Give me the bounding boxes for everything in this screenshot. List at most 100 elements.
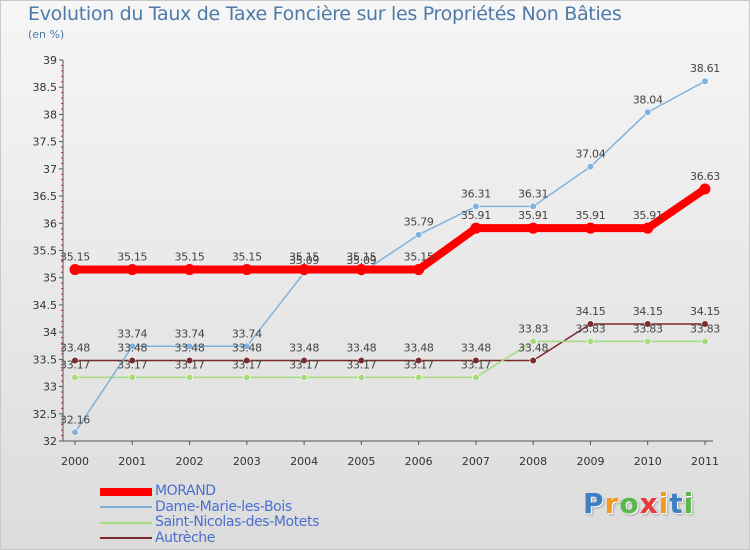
logo-letter: i <box>658 487 670 520</box>
data-point <box>300 373 308 381</box>
chart-title: Evolution du Taux de Taxe Foncière sur l… <box>28 3 622 25</box>
data-point <box>126 264 138 276</box>
y-tick-label: 33.5 <box>33 353 58 366</box>
data-point <box>357 373 365 381</box>
data-label: 35.09 <box>289 254 319 267</box>
data-point <box>128 356 136 365</box>
y-tick-label: 32 <box>43 435 57 448</box>
data-label: 33.48 <box>117 341 147 354</box>
y-axis-unit: (en %) <box>28 28 65 41</box>
y-tick-label: 34 <box>43 326 57 339</box>
x-tick-label: 2001 <box>118 455 146 468</box>
data-label: 35.15 <box>175 251 205 264</box>
data-point <box>243 342 251 350</box>
legend-label: MORAND <box>155 483 216 499</box>
data-label: 35.09 <box>346 254 376 267</box>
data-label: 35.15 <box>346 251 376 264</box>
series-line-autr-che <box>74 323 706 362</box>
data-label: 38.04 <box>633 93 663 106</box>
data-point <box>586 163 595 171</box>
data-point <box>701 77 709 85</box>
x-tick-label: 2008 <box>519 455 547 468</box>
data-point <box>472 373 480 381</box>
y-tick-label: 36.5 <box>33 190 58 203</box>
legend-label: Dame-Marie-les-Bois <box>155 498 292 515</box>
data-label: 35.15 <box>232 251 262 264</box>
logo-letter: P <box>583 487 605 520</box>
data-point <box>472 202 480 211</box>
data-point <box>415 231 423 239</box>
y-tick-label: 32.5 <box>33 408 58 421</box>
x-tick-label: 2000 <box>61 455 89 468</box>
data-label: 34.15 <box>633 305 663 318</box>
x-tick-label: 2002 <box>176 455 204 468</box>
x-tick-label: 2006 <box>405 455 433 468</box>
data-point <box>642 222 654 234</box>
data-label: 36.31 <box>518 187 548 200</box>
data-label: 33.83 <box>518 322 548 335</box>
data-label: 34.15 <box>575 305 605 318</box>
data-label: 33.17 <box>232 358 262 371</box>
data-label: 35.91 <box>633 209 663 222</box>
data-label: 33.17 <box>404 358 434 371</box>
data-label: 33.17 <box>461 358 491 371</box>
y-tick-label: 39 <box>43 54 57 67</box>
x-tick-label: 2003 <box>233 455 261 468</box>
logo-letter: t <box>669 487 684 520</box>
data-label: 35.79 <box>404 216 434 229</box>
data-point <box>71 356 79 365</box>
data-point <box>527 222 539 234</box>
data-label: 33.74 <box>232 327 262 340</box>
y-tick-label: 37 <box>43 163 57 176</box>
y-tick-label: 36 <box>43 217 57 230</box>
data-point <box>413 264 425 276</box>
data-label: 36.63 <box>690 170 720 183</box>
logo-letter: x <box>639 487 659 520</box>
data-label: 33.74 <box>117 327 147 340</box>
data-point <box>701 320 709 328</box>
y-tick-label: 33 <box>43 381 57 394</box>
data-label: 35.91 <box>461 209 491 222</box>
data-point <box>185 373 194 381</box>
logo-letter: i <box>683 487 695 520</box>
data-label: 33.48 <box>518 341 548 354</box>
data-label: 33.17 <box>117 358 147 371</box>
y-tick-label: 38.5 <box>33 81 58 94</box>
data-point <box>586 320 595 328</box>
x-tick-label: 2010 <box>634 455 662 468</box>
data-point <box>584 222 596 234</box>
data-label: 33.48 <box>404 341 434 354</box>
data-point <box>644 320 652 328</box>
legend-label: Autrèche <box>155 529 215 546</box>
legend-label: Saint-Nicolas-des-Motets <box>155 514 319 530</box>
data-point <box>529 202 537 211</box>
data-point <box>586 337 595 345</box>
x-tick-label: 2011 <box>691 455 719 468</box>
y-tick-label: 38 <box>43 108 57 121</box>
series-line-morand <box>71 184 709 274</box>
data-label: 33.17 <box>60 358 90 371</box>
proxiti-logo: Proxiti <box>583 487 694 520</box>
data-label: 36.31 <box>461 187 491 200</box>
y-tick-label: 35.5 <box>33 245 58 258</box>
data-point <box>699 183 711 195</box>
data-point <box>644 337 652 345</box>
data-label: 33.17 <box>346 358 376 371</box>
data-label: 37.04 <box>575 148 605 161</box>
y-tick-label: 35 <box>43 272 57 285</box>
data-point <box>300 356 308 365</box>
y-tick-label: 37.5 <box>33 136 58 149</box>
data-label: 34.15 <box>690 305 720 318</box>
logo-letter: o <box>619 487 640 520</box>
series-line-saint-nicolas-des-motets <box>74 340 706 379</box>
data-point <box>71 428 79 436</box>
legend-swatch <box>100 521 152 524</box>
data-point <box>184 264 196 276</box>
data-label: 33.48 <box>232 341 262 354</box>
legend-swatch <box>100 537 152 540</box>
logo-letter: r <box>604 487 620 520</box>
data-label: 35.15 <box>404 251 434 264</box>
data-point <box>69 264 81 276</box>
